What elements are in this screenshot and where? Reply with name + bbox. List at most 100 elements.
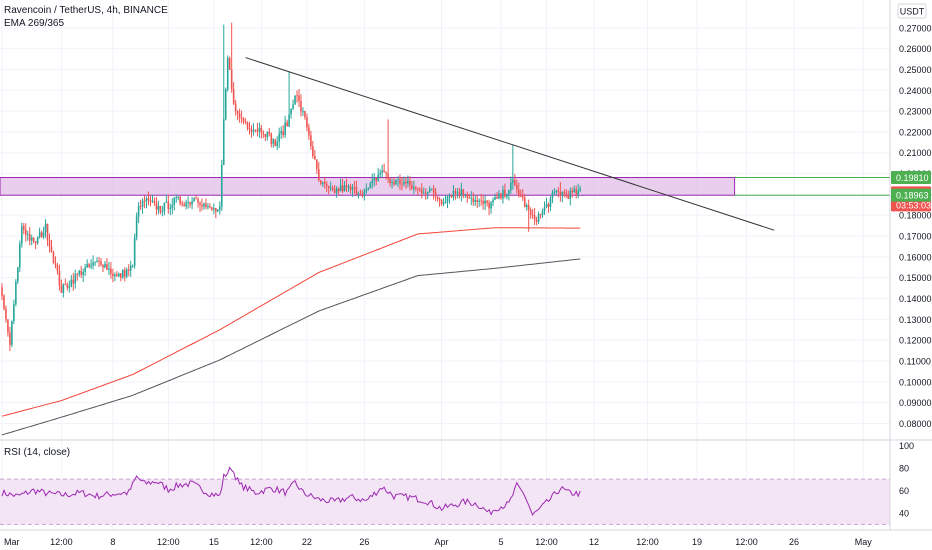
candle-body xyxy=(361,194,364,197)
time-tick-label: 12 xyxy=(589,537,599,547)
candle-body xyxy=(123,269,126,277)
candle-body xyxy=(565,193,568,195)
candle-body xyxy=(112,273,114,277)
candle-body xyxy=(90,265,92,267)
candle-body xyxy=(62,284,65,293)
price-tick-label: 0.14000 xyxy=(899,294,932,304)
price-tick-label: 0.25000 xyxy=(899,65,932,75)
candle-body xyxy=(569,190,572,199)
time-tick-label: 26 xyxy=(789,537,799,547)
resistance-price-label-box xyxy=(891,171,931,185)
candle-body xyxy=(527,204,530,211)
time-tick-label: 5 xyxy=(498,537,503,547)
candle-body xyxy=(478,200,480,202)
currency-badge-box[interactable] xyxy=(897,3,927,19)
candle-body xyxy=(185,202,187,207)
zone-box[interactable] xyxy=(0,177,736,196)
currency-badge[interactable]: USDT xyxy=(897,3,927,19)
candle-body xyxy=(573,189,576,193)
candle-body xyxy=(32,237,35,242)
candle-body xyxy=(270,133,273,144)
candle-body xyxy=(395,179,397,185)
candle-body xyxy=(418,188,421,190)
price-tick-label: 0.17000 xyxy=(899,232,932,242)
candle-body xyxy=(448,196,451,198)
candle-body xyxy=(547,204,550,207)
time-tick-label: 19 xyxy=(692,537,702,547)
candle-body xyxy=(222,119,225,165)
candle-body xyxy=(506,193,508,197)
price-grid xyxy=(0,0,890,530)
candle-body xyxy=(432,188,435,193)
candle-body xyxy=(403,181,405,185)
candle-body xyxy=(377,174,379,181)
candle-body xyxy=(282,131,284,136)
candle-body xyxy=(104,264,106,268)
price-tick-label: 0.15000 xyxy=(899,273,932,283)
price-tick-label: 0.10000 xyxy=(899,377,932,387)
candle-body xyxy=(290,108,292,115)
candle-body xyxy=(353,187,356,188)
candle-body xyxy=(375,177,378,181)
candle-body xyxy=(401,183,403,185)
candle-body xyxy=(22,226,25,230)
candle-body xyxy=(519,195,522,197)
candle-body xyxy=(19,243,21,268)
candle-body xyxy=(272,139,275,144)
candle-body xyxy=(24,229,27,235)
candle-body xyxy=(391,181,393,183)
candle-body xyxy=(92,262,94,266)
candle-body xyxy=(553,191,556,194)
time-tick-label: Mar xyxy=(4,537,20,547)
candle-body xyxy=(187,202,189,203)
candle-body xyxy=(409,180,411,186)
candle-body xyxy=(15,281,17,305)
candle-body xyxy=(181,203,183,205)
candle-body xyxy=(203,203,205,207)
candle-body xyxy=(292,104,294,109)
candle-body xyxy=(472,198,475,203)
candle-body xyxy=(363,191,366,197)
candle-body xyxy=(157,205,160,210)
candle-body xyxy=(131,265,134,267)
candle-body xyxy=(371,180,374,184)
candle-body xyxy=(143,200,146,202)
candle-body xyxy=(195,198,197,200)
price-tick-label: 0.18000 xyxy=(899,211,932,221)
candle-body xyxy=(537,214,540,222)
descending-trendline[interactable] xyxy=(245,57,775,231)
candle-body xyxy=(30,237,33,241)
symbol-title: Ravencoin / TetherUS, 4h, BINANCE xyxy=(4,5,168,16)
candle-body xyxy=(64,284,67,285)
candle-body xyxy=(579,188,581,191)
candle-body xyxy=(411,185,413,189)
resistance-price-label: 0.19810 xyxy=(896,173,929,183)
candle-body xyxy=(96,260,98,263)
candle-body xyxy=(541,211,544,216)
candle-body xyxy=(72,279,75,284)
candle-body xyxy=(306,117,308,128)
candle-body xyxy=(139,206,142,207)
candle-body xyxy=(175,197,178,198)
candle-body xyxy=(88,264,90,267)
candle-body xyxy=(230,69,233,90)
candle-body xyxy=(369,183,372,189)
candle-body xyxy=(310,135,312,147)
candle-body xyxy=(66,284,69,288)
candle-body xyxy=(197,199,199,203)
candle-body xyxy=(213,208,215,210)
candle-body xyxy=(238,113,241,118)
candle-body xyxy=(114,274,116,277)
ema-365-line xyxy=(1,258,581,436)
candle-body xyxy=(207,206,209,208)
support-resistance-zone[interactable] xyxy=(0,177,890,196)
candle-body xyxy=(236,111,239,114)
time-tick-label: May xyxy=(855,537,873,547)
candle-body xyxy=(575,189,577,196)
candle-body xyxy=(167,201,170,209)
candle-body xyxy=(389,178,391,183)
candle-body xyxy=(420,189,423,194)
drawing-annotations[interactable] xyxy=(245,57,775,231)
price-tick-label: 0.24000 xyxy=(899,86,932,96)
